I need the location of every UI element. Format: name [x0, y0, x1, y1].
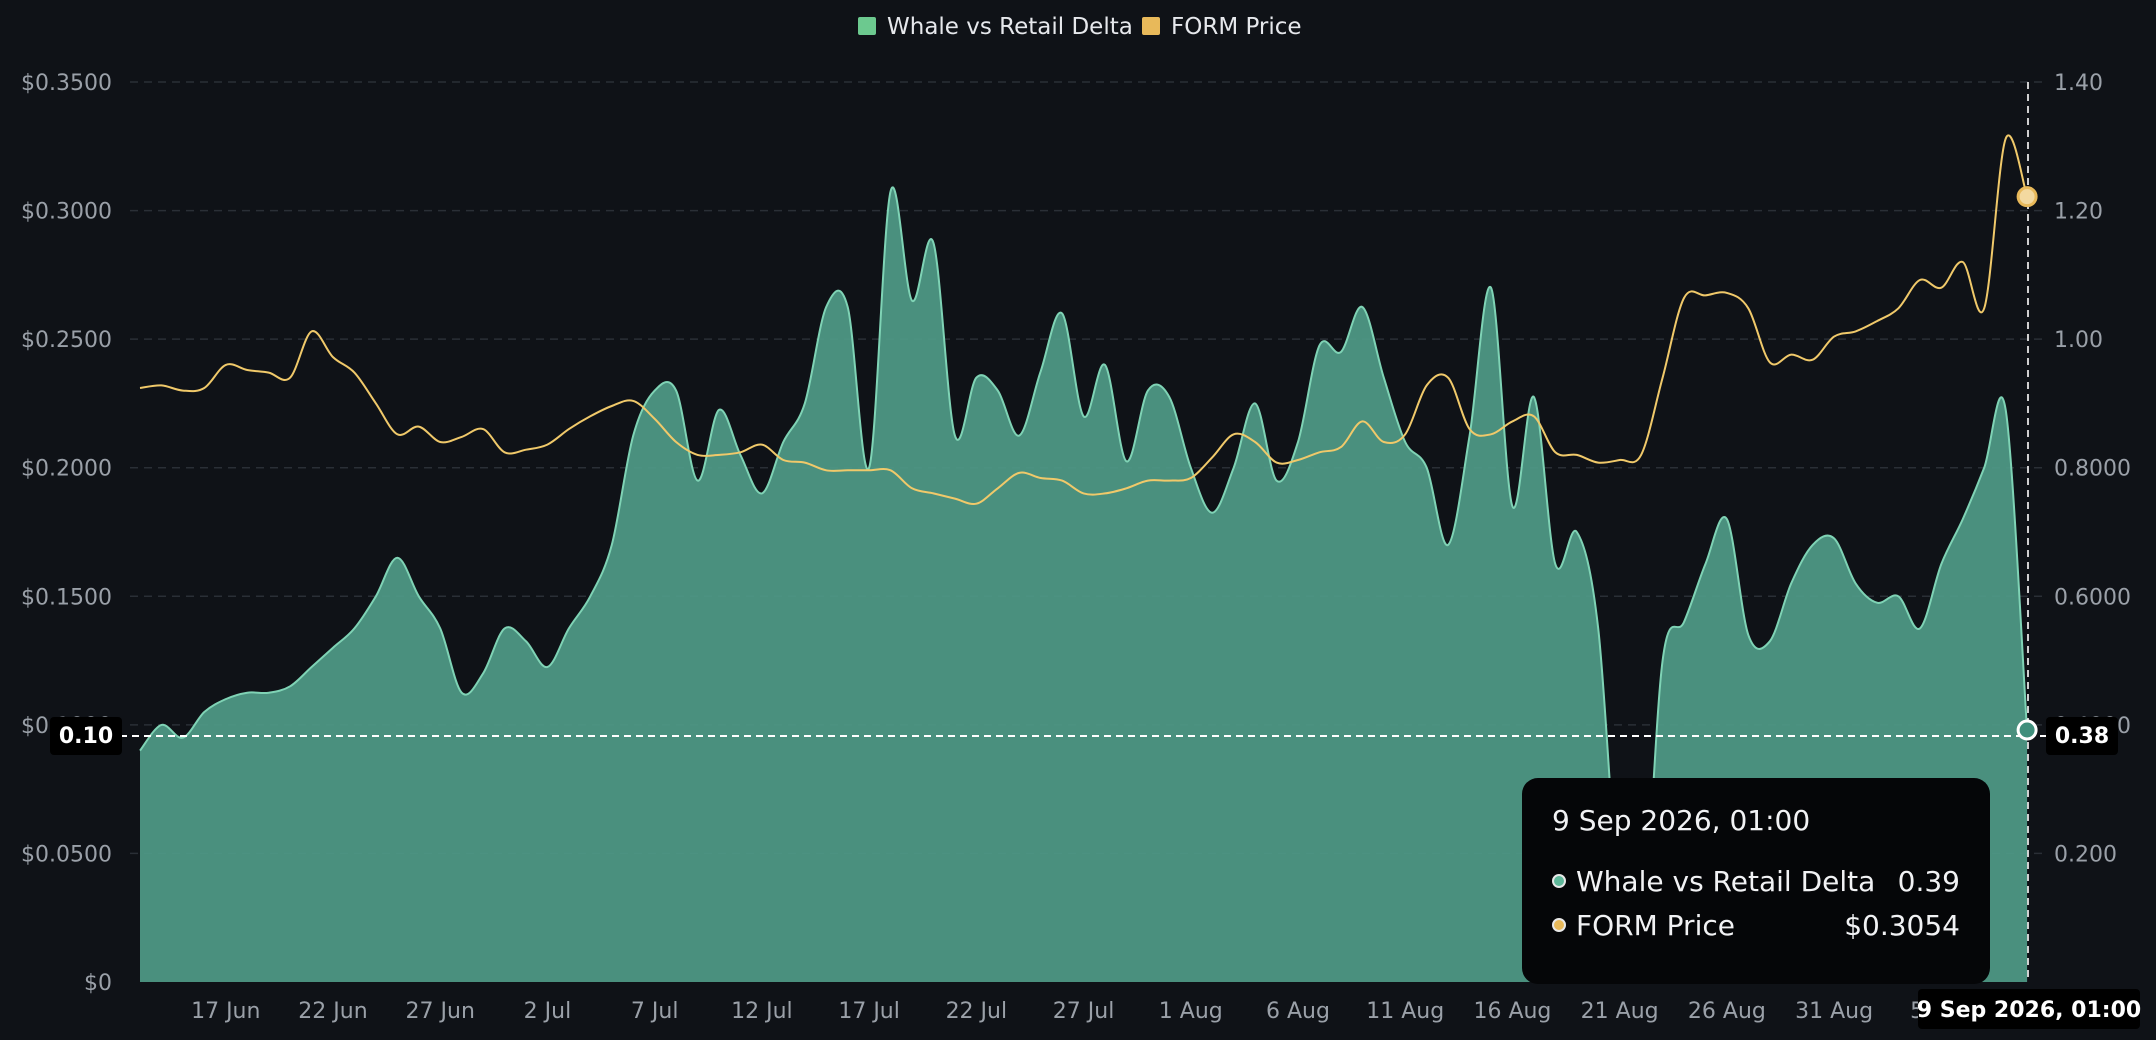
y-right-tick-label: 1.40 [2054, 71, 2103, 96]
y-left-tick-label: $0.2000 [21, 457, 112, 482]
y-right-tick-label: 0.8000 [2054, 457, 2131, 482]
legend-swatch-price[interactable] [1142, 17, 1160, 35]
x-tick-label: 11 Aug [1366, 999, 1444, 1024]
tooltip-title: 9 Sep 2026, 01:00 [1552, 804, 1811, 837]
series-line-form-price[interactable] [139, 134, 2029, 506]
y-right-tick-label: 1.20 [2054, 200, 2103, 225]
crosshair: 0.10 0.38 9 Sep 2026, 01:00 [50, 82, 2141, 1029]
x-tick-label: 27 Jun [406, 999, 475, 1024]
x-tick-label: 26 Aug [1688, 999, 1766, 1024]
tooltip: 9 Sep 2026, 01:00 Whale vs Retail Delta … [1522, 778, 1990, 984]
x-tick-label: 22 Jul [946, 999, 1008, 1024]
x-axis: 17 Jun 22 Jun 27 Jun 2 Jul 7 Jul 12 Jul 17 Jul… [191, 999, 1972, 1024]
price-hover-marker [2016, 186, 2038, 208]
y-left-tick-label: $0.0500 [21, 842, 112, 867]
y-left-tick-label: $0 [84, 971, 112, 996]
x-tick-label: 31 Aug [1795, 999, 1873, 1024]
x-tick-label: 16 Aug [1473, 999, 1551, 1024]
x-tick-label: 22 Jun [298, 999, 367, 1024]
tooltip-row-price: FORM Price $0.3054 [1552, 903, 1960, 947]
crosshair-right-flag [2046, 717, 2118, 755]
y-left-tick-label: $0.2500 [21, 328, 112, 353]
delta-hover-marker [2016, 719, 2038, 741]
x-tick-label: 12 Jul [731, 999, 793, 1024]
crosshair-left-flag-text: 0.10 [59, 724, 113, 749]
crosshair-left-flag [50, 717, 122, 755]
x-tick-label: 21 Aug [1581, 999, 1659, 1024]
x-tick-label: 17 Jul [838, 999, 900, 1024]
tooltip-dot-price-icon [1552, 918, 1566, 932]
crosshair-x-flag-text: 9 Sep 2026, 01:00 [1917, 998, 2141, 1023]
x-tick-label: 17 Jun [191, 999, 260, 1024]
crosshair-right-flag-text: 0.38 [2055, 724, 2109, 749]
x-tick-label: 6 Aug [1266, 999, 1330, 1024]
y-right-tick-label: 0.200 [2054, 842, 2117, 867]
x-tick-label: 27 Jul [1053, 999, 1115, 1024]
crosshair-x-flag [1918, 989, 2140, 1029]
series-line-whale-vs-retail-delta[interactable] [139, 186, 2029, 970]
y-right-tick-label: 0.6000 [2054, 585, 2131, 610]
legend-label-price[interactable]: FORM Price [1171, 14, 1302, 40]
x-tick-label: 7 Jul [631, 999, 679, 1024]
y-left-tick-label: $0.1500 [21, 585, 112, 610]
tooltip-dot-delta-icon [1552, 874, 1566, 888]
legend-swatch-delta[interactable] [858, 17, 876, 35]
tooltip-label-delta: Whale vs Retail Delta [1576, 864, 1876, 898]
y-right-tick-label: 1.00 [2054, 328, 2103, 353]
tooltip-value-delta: 0.39 [1897, 864, 1960, 898]
tooltip-row-delta: Whale vs Retail Delta 0.39 [1552, 859, 1960, 903]
y-axis-left: $0$0.0500$0.1000$0.1500$0.2000$0.2500$0.… [21, 71, 112, 996]
tooltip-value-price: $0.3054 [1844, 908, 1960, 942]
y-left-tick-label: $0.3000 [21, 200, 112, 225]
legend-label-delta[interactable]: Whale vs Retail Delta [887, 14, 1133, 40]
tooltip-label-price: FORM Price [1576, 908, 1735, 942]
y-left-tick-label: $0.3500 [21, 71, 112, 96]
hover-markers [2016, 186, 2038, 741]
x-tick-label: 2 Jul [524, 999, 572, 1024]
x-tick-label: 1 Aug [1159, 999, 1223, 1024]
legend: Whale vs Retail Delta FORM Price [858, 14, 1302, 40]
